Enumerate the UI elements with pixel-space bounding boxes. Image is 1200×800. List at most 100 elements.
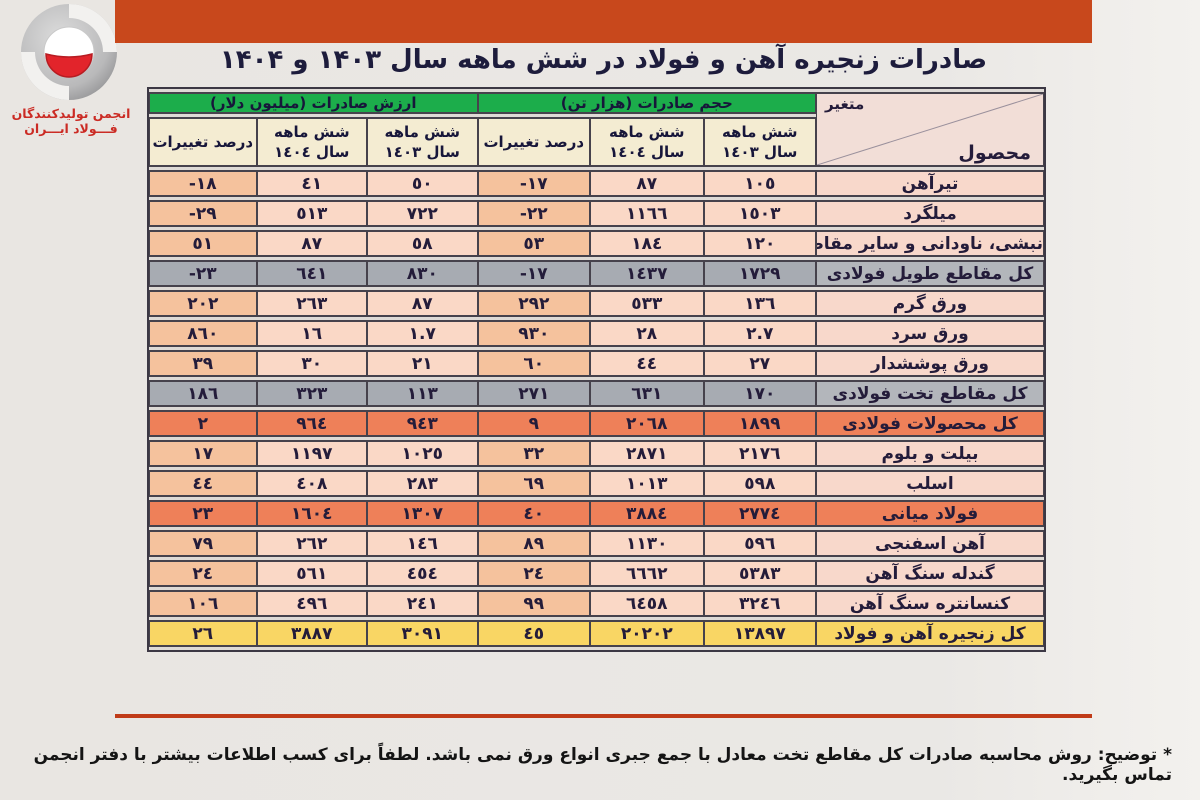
logo-text-line1: انجمن تولیدکنندگان bbox=[11, 106, 131, 121]
table-row: آهن اسفنجی ٥٩٦ ١١٣٠ ٨٩ ١٤٦ ٢٦٢ ٧٩ bbox=[149, 530, 1044, 557]
value-1404-cell: ١١٩٧ bbox=[256, 440, 368, 467]
value-pct-cell: ٢ bbox=[149, 410, 257, 437]
value-1403-cell: ٧٢٢ bbox=[367, 200, 478, 227]
bottom-separator-line bbox=[115, 714, 1092, 718]
volume-1403-cell: ١٥٠٣ bbox=[703, 200, 816, 227]
value-pct-cell: ٢٦ bbox=[149, 620, 257, 647]
product-name-cell: ورق گرم bbox=[816, 290, 1044, 317]
volume-1403-cell: ٢٧ bbox=[703, 350, 816, 377]
volume-pct-cell: ٦٠ bbox=[477, 350, 591, 377]
value-pct-cell: ٢٠٢ bbox=[149, 290, 257, 317]
value-1403-cell: ٢١ bbox=[367, 350, 478, 377]
value-1403-cell: ٨٧ bbox=[367, 290, 478, 317]
exports-table: متغیر محصول حجم صادرات (هزار تن) ارزش صا… bbox=[147, 87, 1046, 652]
footnote: * توضیح: روش محاسبه صادرات کل مقاطع تخت … bbox=[33, 745, 1172, 785]
value-1403-cell: ٣٠٩١ bbox=[367, 620, 478, 647]
table-row: ورق پوششدار ٢٧ ٤٤ ٦٠ ٢١ ٣٠ ٣٩ bbox=[149, 350, 1044, 377]
volume-1404-cell: ٦٣١ bbox=[590, 380, 704, 407]
volume-pct-cell: -٢٢ bbox=[477, 200, 591, 227]
volume-1404-cell: ١١٦٦ bbox=[590, 200, 704, 227]
volume-1404-cell: ٢٠٢٠٢ bbox=[590, 620, 704, 647]
sub-header-row: شش ماهه سال ١٤٠٣ شش ماهه سال ١٤٠٤ درصد تغی… bbox=[149, 117, 1044, 167]
corner-cell: متغیر محصول bbox=[816, 92, 1044, 167]
value-1403-cell: ٢٤١ bbox=[367, 590, 478, 617]
value-1403-cell: ٩٤٣ bbox=[367, 410, 478, 437]
table-row: کل مقاطع طویل فولادی ١٧٢٩ ١٤٣٧ -١٧ ٨٣٠ ٦… bbox=[149, 260, 1044, 287]
volume-1404-cell: ١١٣٠ bbox=[590, 530, 704, 557]
volume-pct-cell: ٦٩ bbox=[477, 470, 591, 497]
value-1404-cell: ٣٨٨٧ bbox=[256, 620, 368, 647]
volume-1403-cell: ١٢٠ bbox=[703, 230, 816, 257]
volume-1403-cell: ١٧٠ bbox=[703, 380, 816, 407]
volume-1404-cell: ٤٤ bbox=[590, 350, 704, 377]
volume-1403-cell: ١٠٥ bbox=[703, 170, 816, 197]
value-1403-header: شش ماهه سال ١٤٠٣ bbox=[367, 117, 478, 167]
value-1404-cell: ٥٦١ bbox=[256, 560, 368, 587]
table-row: اسلب ٥٩٨ ١٠١٣ ٦٩ ٢٨٣ ٤٠٨ ٤٤ bbox=[149, 470, 1044, 497]
volume-1403-cell: ٢١٧٦ bbox=[703, 440, 816, 467]
value-pct-cell: ١٠٦ bbox=[149, 590, 257, 617]
volume-pct-cell: ٩ bbox=[477, 410, 591, 437]
volume-pct-cell: ٤٥ bbox=[477, 620, 591, 647]
product-name-cell: تیرآهن bbox=[816, 170, 1044, 197]
value-pct-cell: -١٨ bbox=[149, 170, 257, 197]
volume-1404-cell: ٢٨٧١ bbox=[590, 440, 704, 467]
table-row: بیلت و بلوم ٢١٧٦ ٢٨٧١ ٣٢ ١٠٢٥ ١١٩٧ ١٧ bbox=[149, 440, 1044, 467]
volume-1404-cell: ١٤٣٧ bbox=[590, 260, 704, 287]
value-1403-cell: ١٣٠٧ bbox=[367, 500, 478, 527]
volume-pct-cell: ٩٣٠ bbox=[477, 320, 591, 347]
exports-table-grid: متغیر محصول حجم صادرات (هزار تن) ارزش صا… bbox=[149, 89, 1044, 650]
product-name-cell: کنسانتره سنگ آهن bbox=[816, 590, 1044, 617]
value-pct-cell: ٧٩ bbox=[149, 530, 257, 557]
volume-1403-cell: ٥٣٨٣ bbox=[703, 560, 816, 587]
value-1404-header: شش ماهه سال ١٤٠٤ bbox=[256, 117, 368, 167]
product-name-cell: اسلب bbox=[816, 470, 1044, 497]
table-body: تیرآهن ١٠٥ ٨٧ -١٧ ٥٠ ٤١ -١٨ میلگرد ١٥٠٣ … bbox=[149, 170, 1044, 647]
volume-1404-cell: ٦٦٦٢ bbox=[590, 560, 704, 587]
volume-pct-header: درصد تغییرات bbox=[477, 117, 591, 167]
page-title: صادرات زنجیره آهن و فولاد در شش ماهه سال… bbox=[219, 45, 988, 75]
value-1404-cell: ٤١ bbox=[256, 170, 368, 197]
table-row: ورق سرد ٢.٧ ٢٨ ٩٣٠ ١.٧ ١٦ ٨٦٠ bbox=[149, 320, 1044, 347]
value-group-header: ارزش صادرات (میلیون دلار) bbox=[149, 92, 478, 114]
volume-group-header: حجم صادرات (هزار تن) bbox=[477, 92, 816, 114]
table-row: فولاد میانی ٢٧٧٤ ٣٨٨٤ ٤٠ ١٣٠٧ ١٦٠٤ ٢٣ bbox=[149, 500, 1044, 527]
volume-1403-cell: ٣٢٤٦ bbox=[703, 590, 816, 617]
value-pct-cell: -٢٣ bbox=[149, 260, 257, 287]
product-name-cell: ورق پوششدار bbox=[816, 350, 1044, 377]
product-name-cell: کل مقاطع طویل فولادی bbox=[816, 260, 1044, 287]
volume-pct-cell: ٨٩ bbox=[477, 530, 591, 557]
value-1403-cell: ٨٣٠ bbox=[367, 260, 478, 287]
top-banner bbox=[115, 0, 1092, 43]
value-1403-cell: ١.٧ bbox=[367, 320, 478, 347]
value-pct-cell: ٣٩ bbox=[149, 350, 257, 377]
value-1404-cell: ٤٠٨ bbox=[256, 470, 368, 497]
value-pct-cell: ١٧ bbox=[149, 440, 257, 467]
volume-1404-cell: ٢٨ bbox=[590, 320, 704, 347]
table-row: گندله سنگ آهن ٥٣٨٣ ٦٦٦٢ ٢٤ ٤٥٤ ٥٦١ ٢٤ bbox=[149, 560, 1044, 587]
volume-1404-cell: ١٨٤ bbox=[590, 230, 704, 257]
volume-pct-cell: -١٧ bbox=[477, 170, 591, 197]
product-name-cell: فولاد میانی bbox=[816, 500, 1044, 527]
value-1404-cell: ٨٧ bbox=[256, 230, 368, 257]
value-1404-cell: ١٦ bbox=[256, 320, 368, 347]
volume-1403-cell: ٢.٧ bbox=[703, 320, 816, 347]
table-row: میلگرد ١٥٠٣ ١١٦٦ -٢٢ ٧٢٢ ٥١٣ -٢٩ bbox=[149, 200, 1044, 227]
volume-1404-cell: ٣٨٨٤ bbox=[590, 500, 704, 527]
value-1403-cell: ١٤٦ bbox=[367, 530, 478, 557]
value-1404-cell: ٢٦٢ bbox=[256, 530, 368, 557]
volume-1403-cell: ٢٧٧٤ bbox=[703, 500, 816, 527]
volume-pct-cell: ٤٠ bbox=[477, 500, 591, 527]
volume-1404-cell: ١٠١٣ bbox=[590, 470, 704, 497]
value-1403-cell: ٥٨ bbox=[367, 230, 478, 257]
volume-pct-cell: ٩٩ bbox=[477, 590, 591, 617]
value-1403-cell: ٥٠ bbox=[367, 170, 478, 197]
volume-pct-cell: -١٧ bbox=[477, 260, 591, 287]
group-header-row: متغیر محصول حجم صادرات (هزار تن) ارزش صا… bbox=[149, 92, 1044, 167]
value-1404-cell: ٥١٣ bbox=[256, 200, 368, 227]
table-row: کنسانتره سنگ آهن ٣٢٤٦ ٦٤٥٨ ٩٩ ٢٤١ ٤٩٦ ١٠… bbox=[149, 590, 1044, 617]
volume-pct-cell: ٢٧١ bbox=[477, 380, 591, 407]
value-pct-cell: ٤٤ bbox=[149, 470, 257, 497]
value-pct-cell: ٨٦٠ bbox=[149, 320, 257, 347]
